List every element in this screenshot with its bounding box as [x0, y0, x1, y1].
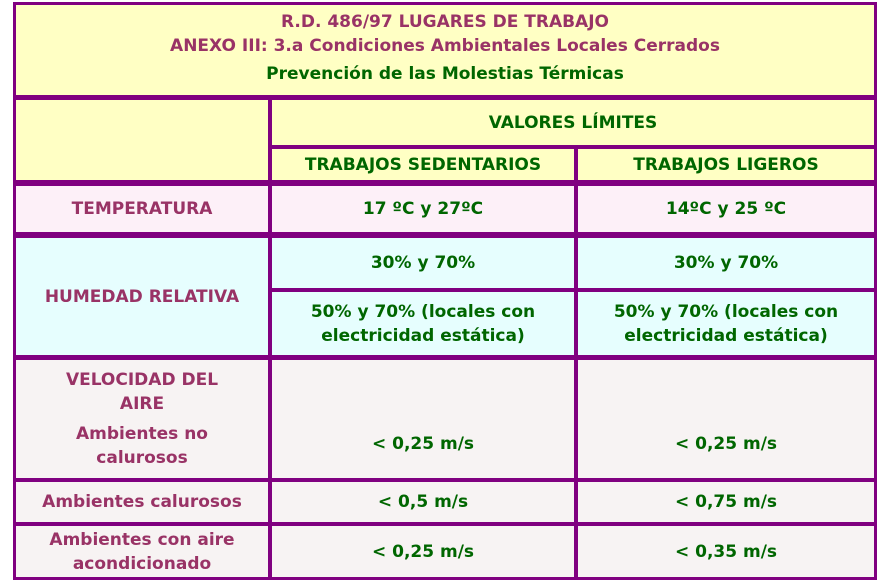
subtitle: ANEXO III: 3.a Condiciones Ambientales L…: [170, 36, 720, 56]
table-frame: R.D. 486/97 LUGARES DE TRABAJO ANEXO III…: [13, 2, 877, 580]
value-cell: < 0,35 m/s: [578, 526, 874, 577]
value-cell: 17 ºC y 27ºC: [272, 186, 574, 232]
column-header: TRABAJOS SEDENTARIOS: [272, 149, 574, 180]
value-cell: < 0,75 m/s: [578, 482, 874, 522]
value-cell: 30% y 70%: [578, 238, 874, 288]
corner-cell: [16, 100, 268, 180]
section: Prevención de las Molestias Térmicas: [266, 64, 624, 84]
sub-label: Ambientes no calurosos: [76, 424, 208, 468]
row-label: Ambientes con aire acondicionado: [16, 526, 268, 577]
value-cell: < 0,25 m/s: [272, 360, 574, 478]
value-cell: 14ºC y 25 ºC: [578, 186, 874, 232]
value-cell: < 0,5 m/s: [272, 482, 574, 522]
group-header: VALORES LÍMITES: [272, 100, 874, 145]
column-header: TRABAJOS LIGEROS: [578, 149, 874, 180]
value-cell: < 0,25 m/s: [272, 526, 574, 577]
value-cell: < 0,25 m/s: [578, 360, 874, 478]
value-cell: 50% y 70% (locales con electricidad está…: [578, 292, 874, 355]
value-cell: 30% y 70%: [272, 238, 574, 288]
row-label: Ambientes calurosos: [16, 482, 268, 522]
header: R.D. 486/97 LUGARES DE TRABAJO ANEXO III…: [16, 5, 874, 95]
group-label: VELOCIDAD DEL AIRE: [65, 370, 219, 414]
row-label: HUMEDAD RELATIVA: [16, 238, 268, 355]
row-label: VELOCIDAD DEL AIRE Ambientes no caluroso…: [16, 360, 268, 478]
row-label: TEMPERATURA: [16, 186, 268, 232]
value-cell: 50% y 70% (locales con electricidad está…: [272, 292, 574, 355]
title: R.D. 486/97 LUGARES DE TRABAJO: [280, 12, 609, 32]
